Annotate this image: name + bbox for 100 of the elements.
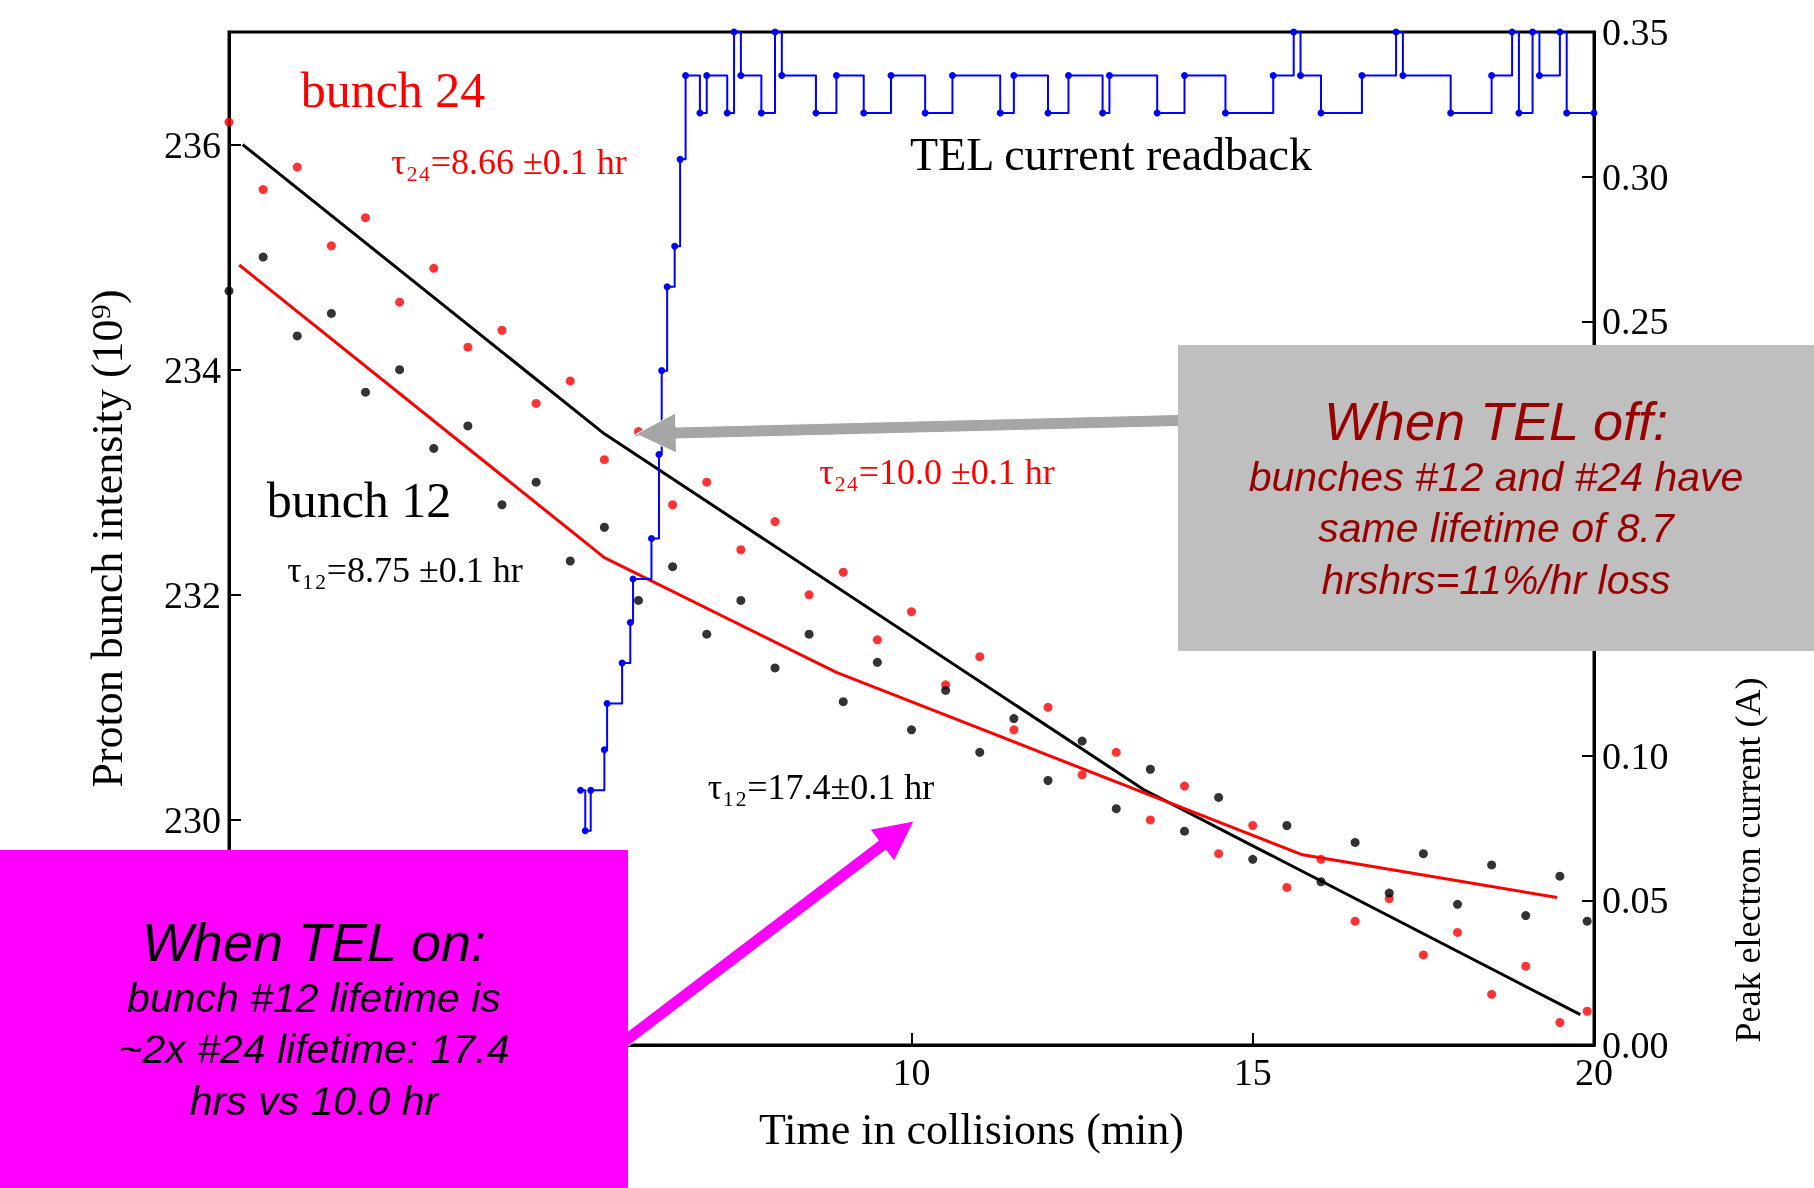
annotation: τ₁₂=17.4±0.1 hr xyxy=(707,767,935,807)
point xyxy=(361,213,370,223)
point xyxy=(770,663,780,673)
x-tick-label: 15 xyxy=(1233,1051,1272,1093)
point xyxy=(565,556,575,566)
y-tick-label: 236 xyxy=(164,123,221,166)
point xyxy=(1521,961,1531,971)
point xyxy=(1297,71,1305,79)
point xyxy=(599,522,609,532)
annotation: TEL current readback xyxy=(910,128,1312,180)
point xyxy=(429,263,439,273)
y-tick-label: 230 xyxy=(164,798,221,841)
note-box: When TEL off: bunches #12 and #24 have same lifetime of 8.7 hrshrs=11%/hr loss xyxy=(1178,345,1814,651)
point xyxy=(1153,109,1161,117)
annotation: τ₁₂=8.75 ±0.1 hr xyxy=(287,550,523,590)
point xyxy=(1418,950,1428,960)
point xyxy=(887,71,895,79)
point xyxy=(1145,815,1155,825)
point xyxy=(1181,71,1188,79)
point xyxy=(872,657,882,667)
point xyxy=(1529,28,1537,36)
point xyxy=(723,109,731,117)
point xyxy=(531,398,541,408)
point xyxy=(1111,804,1121,814)
point xyxy=(1077,770,1087,780)
point xyxy=(1111,747,1121,757)
annotation: τ₂₄=8.66 ±0.1 hr xyxy=(391,142,627,182)
point xyxy=(832,71,840,79)
point xyxy=(1077,736,1087,746)
point xyxy=(1214,849,1224,859)
y2-tick-label: 0.05 xyxy=(1602,879,1669,922)
point xyxy=(757,109,765,117)
point xyxy=(1043,702,1053,712)
point xyxy=(576,786,584,794)
point xyxy=(1447,109,1455,117)
point xyxy=(1282,882,1292,892)
point xyxy=(804,629,814,639)
point xyxy=(1350,837,1360,847)
point xyxy=(682,71,690,79)
point xyxy=(1453,899,1462,909)
point xyxy=(671,242,679,250)
point xyxy=(778,71,786,79)
point xyxy=(804,590,814,600)
annotation: bunches #12 and #24 have same lifetime of 8.7 hrshrs=11%/hr loss xyxy=(1247,453,1745,605)
point xyxy=(1248,854,1258,864)
point xyxy=(1488,71,1496,79)
point xyxy=(1180,781,1189,791)
annotation: When TEL off: xyxy=(1322,390,1670,453)
point xyxy=(647,535,655,542)
y2-tick-label: 0.25 xyxy=(1602,300,1669,343)
point xyxy=(1064,71,1072,79)
point xyxy=(292,331,302,341)
point xyxy=(587,786,595,794)
point xyxy=(326,308,336,318)
point xyxy=(361,387,370,397)
point xyxy=(737,71,745,79)
point xyxy=(1043,776,1053,785)
point xyxy=(463,342,473,352)
annotation: bunch 12 xyxy=(266,472,452,528)
point xyxy=(1010,71,1018,79)
point xyxy=(1555,1017,1565,1027)
point xyxy=(702,629,712,639)
point xyxy=(655,451,663,459)
point xyxy=(1582,916,1592,926)
point xyxy=(1399,71,1407,79)
point xyxy=(1418,849,1428,859)
point xyxy=(1563,109,1571,117)
point xyxy=(603,699,611,707)
point xyxy=(326,241,336,251)
point xyxy=(658,367,666,375)
annotation: τ₂₄=10.0 ±0.1 hr xyxy=(819,452,1055,492)
point xyxy=(1009,725,1019,735)
point xyxy=(292,162,302,172)
point xyxy=(1350,916,1360,926)
point xyxy=(497,500,507,510)
point xyxy=(1582,1006,1592,1016)
point xyxy=(676,155,684,163)
point xyxy=(463,421,473,431)
point xyxy=(668,500,678,510)
point xyxy=(258,185,268,195)
point xyxy=(1290,28,1298,36)
point xyxy=(1521,911,1531,921)
annotation: bunch 24 xyxy=(300,62,486,118)
point xyxy=(1535,71,1543,79)
point xyxy=(860,109,868,117)
point xyxy=(395,365,405,375)
point xyxy=(600,746,608,754)
y2-tick-label: 0.35 xyxy=(1602,11,1669,53)
point xyxy=(1105,71,1113,79)
annotation: bunch #12 lifetime is ~2x #24 lifetime: 17.4 hrs vs 10.0 hr xyxy=(117,974,511,1126)
point xyxy=(1487,989,1497,999)
point xyxy=(975,747,985,757)
point xyxy=(941,685,951,695)
point xyxy=(1099,109,1107,117)
y2-axis-title: Peak electron current (A) xyxy=(1728,677,1768,1043)
y-tick-label: 232 xyxy=(164,573,221,616)
point xyxy=(531,477,541,487)
point xyxy=(907,725,916,735)
point xyxy=(996,109,1004,117)
point xyxy=(1221,109,1229,117)
